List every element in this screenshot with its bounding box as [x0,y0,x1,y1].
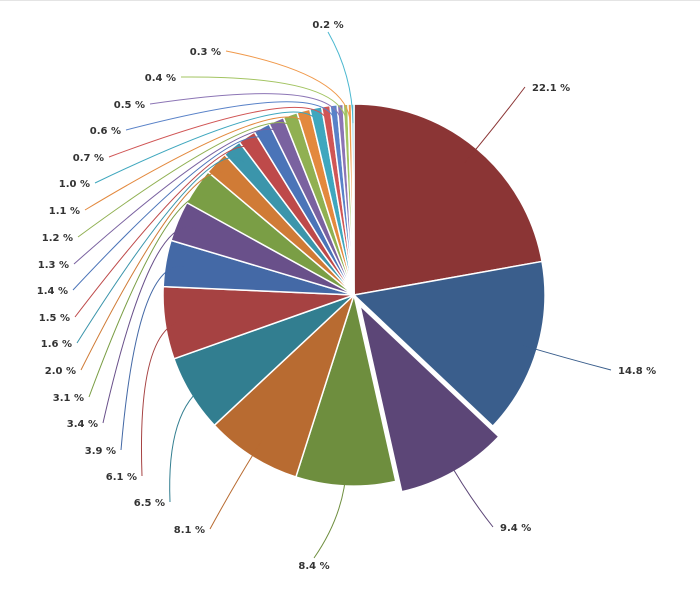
pie-slice-label: 22.1 % [532,83,570,94]
pie-leader-line [209,439,263,530]
pie-leader-line [141,319,185,477]
pie-slices [162,103,546,493]
pie-slice-label: 1.6 % [41,339,72,350]
pie-leader-line [108,106,330,158]
pie-slice-label: 0.2 % [312,20,343,31]
pie-slice-label: 8.1 % [174,525,205,536]
pie-leader-line [94,111,321,184]
pie-leader-line [72,136,272,291]
pie-leader-line [102,226,196,424]
pie-slice-label: 0.6 % [90,126,121,137]
pie-slice-label: 1.1 % [49,206,80,217]
pie-slice-label: 0.5 % [114,100,145,111]
pie-leader-line [120,265,185,451]
pie-leader-line [313,466,347,559]
pie-leader-line [518,343,612,371]
top-divider [0,0,700,1]
pie-leader-lines [72,31,612,559]
pie-leader-line [88,194,213,398]
pie-slice [295,294,397,487]
pie-slice-label: 3.4 % [67,419,98,430]
pie-slice-label: 3.9 % [85,446,116,457]
pie-leader-line [80,171,231,371]
pie-leader-line [180,76,347,124]
pie-slice-label: 1.2 % [42,233,73,244]
pie-slice-label: 6.5 % [134,498,165,509]
pie-leader-line [327,31,354,124]
pie-leader-line [74,145,258,318]
pie-leader-line [77,122,298,238]
pie-slice-label: 0.3 % [190,47,221,58]
pie-slice-label: 1.4 % [37,286,68,297]
pie-slice-label: 2.0 % [45,366,76,377]
pie-slice-label: 1.3 % [38,260,69,271]
pie-leader-line [444,454,494,528]
pie-leader-line [149,93,343,124]
pie-slice-label: 6.1 % [106,472,137,483]
pie-leader-line [84,116,309,211]
pie-leader-line [463,86,526,164]
pie-leader-line [73,128,285,265]
pie-leader-line [225,50,351,124]
pie-slice-label: 8.4 % [298,561,329,572]
pie-slice-label: 3.1 % [53,393,84,404]
pie-slice-label: 1.5 % [39,313,70,324]
pie-slice-label: 0.7 % [73,153,104,164]
pie-leader-line [76,157,245,344]
pie-slice-label: 14.8 % [618,366,656,377]
pie-slice-label: 1.0 % [59,179,90,190]
pie-leader-line [125,101,337,131]
pie-leader-line [169,383,208,503]
pie-labels: 22.1 % 14.8 % 9.4 % 8.4 % 8.1 % 6.5 % 6.1 % 3.9… [37,20,656,572]
pie-slice-label: 0.4 % [145,73,176,84]
pie-slice-label: 9.4 % [500,523,531,534]
